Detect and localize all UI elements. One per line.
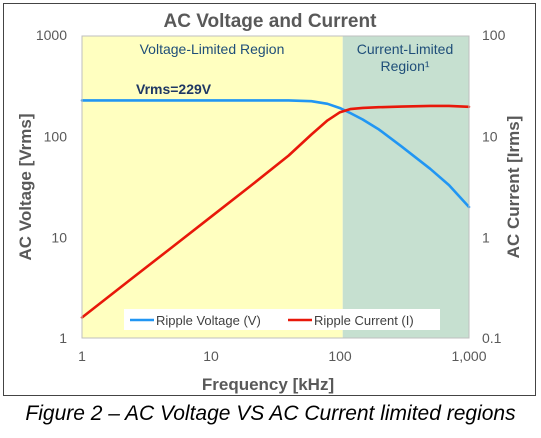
y-right-tick-label: 100 — [482, 27, 506, 43]
y-axis-label-right: AC Current [Irms] — [504, 116, 523, 259]
chart-title: AC Voltage and Current — [164, 11, 378, 32]
y-right-tick-label: 1 — [482, 229, 490, 245]
series-line-ripple-voltage — [80, 99, 471, 209]
x-tick-label: 1 — [78, 348, 86, 364]
vrms-annotation: Vrms=229V — [136, 81, 212, 97]
legend-box — [124, 309, 440, 330]
figure-caption: Figure 2 – AC Voltage VS AC Current limi… — [25, 402, 516, 425]
legend: Ripple Voltage (V) Ripple Current (I) — [124, 309, 440, 330]
x-axis-label: Frequency [kHz] — [202, 375, 334, 394]
y-right-tick-label: 0.1 — [482, 330, 502, 346]
legend-label-voltage: Ripple Voltage (V) — [156, 313, 261, 328]
y-axis-label-left: AC Voltage [Vrms] — [16, 113, 35, 260]
x-tick-label: 10 — [203, 348, 219, 364]
chart: AC Voltage and Current Voltage-Limited R… — [16, 11, 523, 394]
legend-label-current: Ripple Current (I) — [314, 313, 414, 328]
region-band-1 — [342, 36, 469, 338]
series-line-ripple-current — [80, 104, 471, 319]
y-left-tick-label: 1000 — [36, 27, 67, 43]
tick-label-layer: 1 10 100 1,000 1 10 100 1000 0.1 1 10 100 — [36, 27, 506, 364]
region-label-current-limited: Current-Limited Region¹ — [357, 41, 453, 74]
y-left-tick-label: 10 — [51, 229, 67, 245]
y-left-tick-label: 1 — [59, 330, 67, 346]
x-tick-label: 1,000 — [451, 348, 486, 364]
y-left-tick-label: 100 — [44, 129, 68, 145]
plot-area-border — [81, 35, 470, 339]
region-band-0 — [82, 36, 343, 338]
y-right-tick-label: 10 — [482, 129, 498, 145]
x-tick-label: 100 — [328, 348, 352, 364]
region-label-voltage-limited: Voltage-Limited Region — [140, 41, 285, 57]
region-layer — [82, 36, 469, 338]
